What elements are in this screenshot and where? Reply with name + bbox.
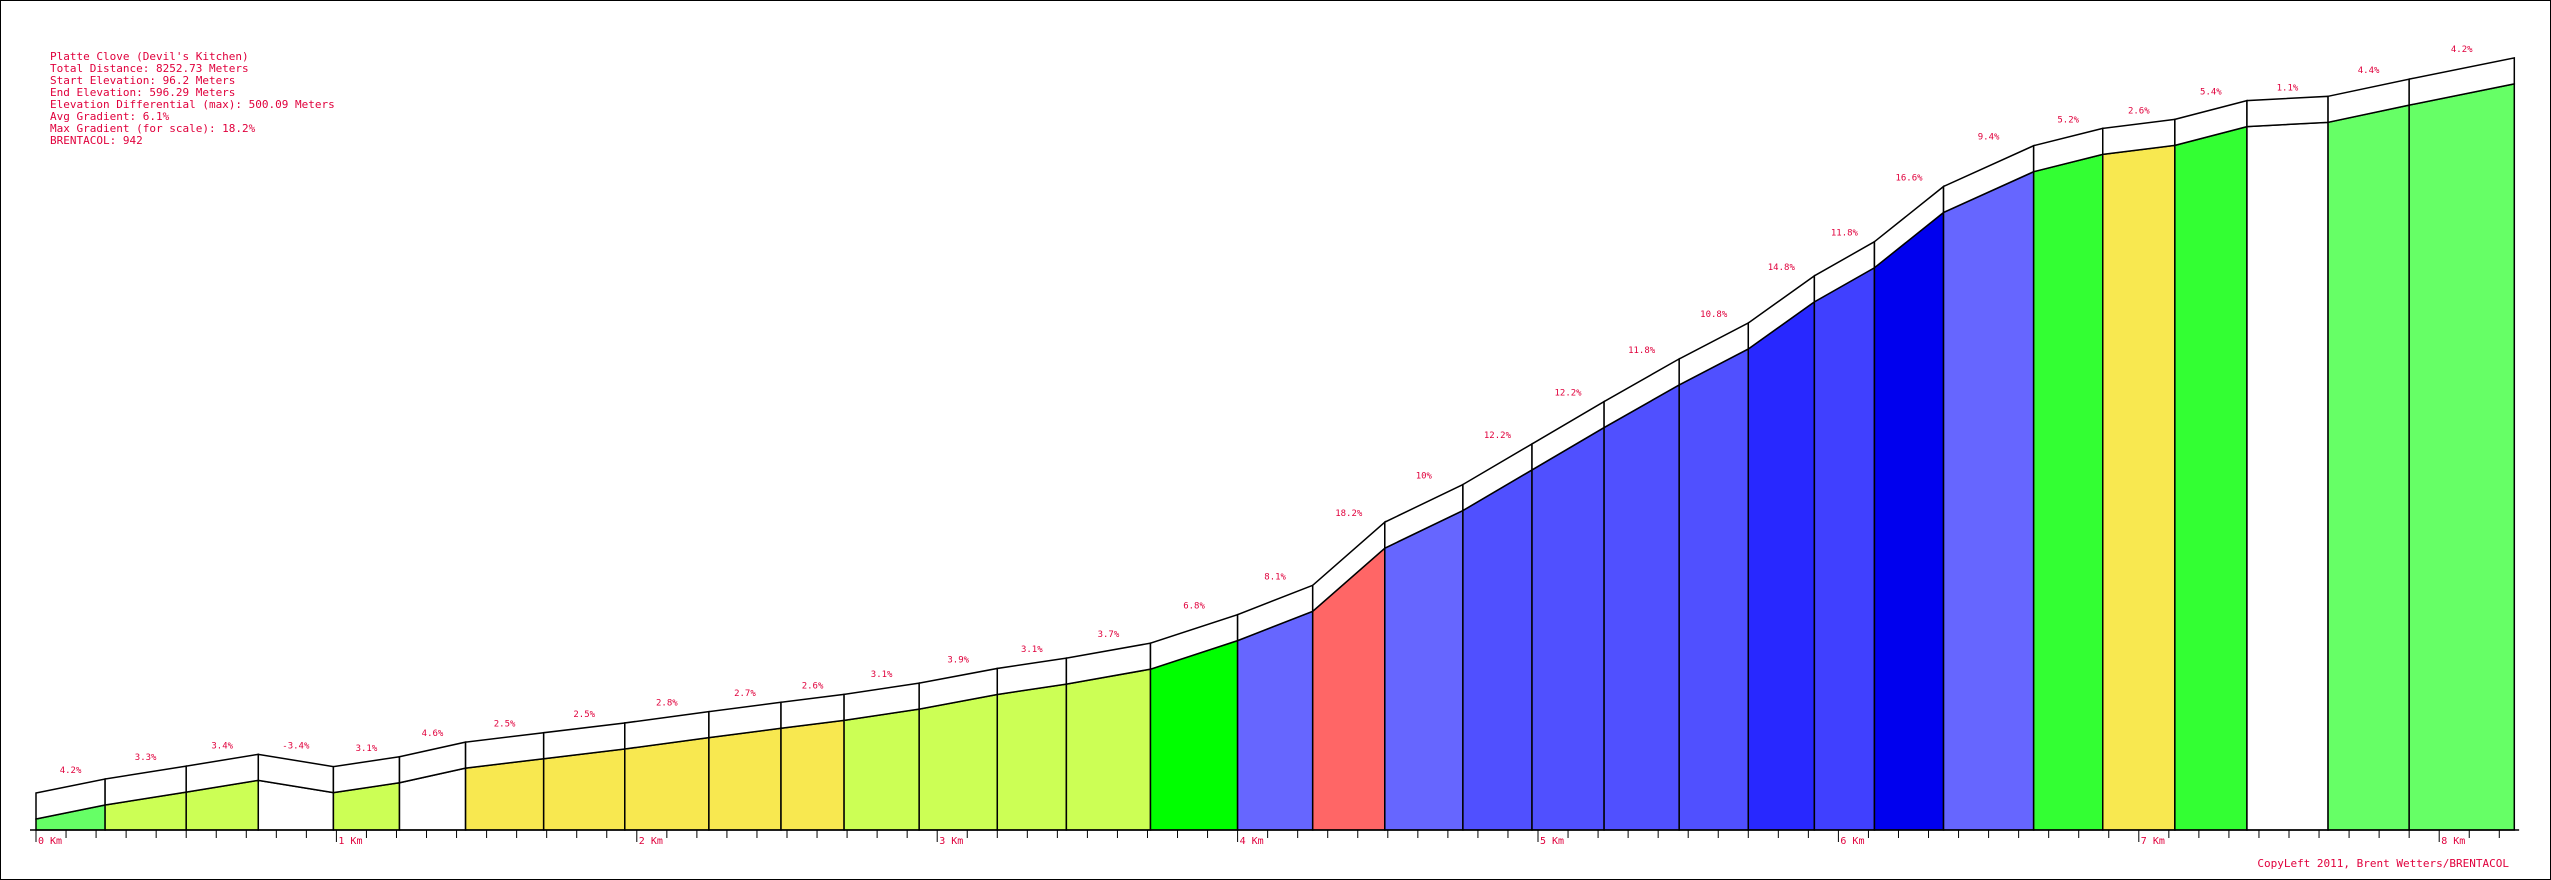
gradient-label: 18.2% bbox=[1335, 509, 1363, 519]
gradient-label: 9.4% bbox=[1978, 133, 2000, 143]
profile-segment bbox=[708, 727, 782, 831]
profile-segment bbox=[1531, 426, 1605, 831]
gradient-label: 11.8% bbox=[1628, 346, 1656, 356]
profile-segment bbox=[1236, 610, 1314, 831]
gradient-label: 12.2% bbox=[1554, 389, 1582, 399]
gradient-label: 4.4% bbox=[2358, 66, 2380, 76]
gradient-label: 10% bbox=[1416, 472, 1433, 482]
profile-segment bbox=[2327, 104, 2410, 831]
segment-top-band bbox=[2246, 95, 2329, 128]
x-tick-label: 6 Km bbox=[1840, 836, 1864, 847]
profile-segment bbox=[843, 708, 920, 831]
gradient-label: 12.2% bbox=[1484, 431, 1512, 441]
x-tick-label: 7 Km bbox=[2141, 836, 2165, 847]
gradient-label: 6.8% bbox=[1183, 602, 1205, 612]
gradient-label: 10.8% bbox=[1700, 310, 1728, 320]
profile-segment bbox=[996, 683, 1068, 831]
profile-segment bbox=[1384, 509, 1464, 831]
gradient-label: 2.6% bbox=[802, 681, 824, 691]
gradient-label: 11.8% bbox=[1831, 229, 1859, 239]
gradient-label: 1.1% bbox=[2277, 83, 2299, 93]
profile-segment bbox=[464, 757, 545, 831]
profile-segment bbox=[2102, 144, 2176, 831]
profile-segment bbox=[2246, 121, 2329, 831]
gradient-label: 3.7% bbox=[1098, 630, 1120, 640]
gradient-label: 8.1% bbox=[1264, 572, 1286, 582]
profile-segment bbox=[2174, 125, 2248, 831]
gradient-label: 16.6% bbox=[1895, 173, 1923, 183]
segment-top-band bbox=[2408, 56, 2516, 107]
x-tick-label: 3 Km bbox=[939, 836, 963, 847]
x-tick-label: 5 Km bbox=[1540, 836, 1564, 847]
profile-segment bbox=[1678, 347, 1750, 831]
copyleft-credit: CopyLeft 2011, Brent Wetters/BRENTACOL bbox=[2257, 857, 2509, 870]
gradient-label: 4.2% bbox=[2451, 45, 2473, 55]
x-tick-label: 2 Km bbox=[639, 836, 663, 847]
profile-segment bbox=[1065, 668, 1152, 831]
profile-segment bbox=[1149, 639, 1239, 831]
profile-segment bbox=[2408, 82, 2516, 831]
gradient-label: 4.2% bbox=[60, 766, 82, 776]
profile-segment bbox=[1942, 170, 2035, 831]
gradient-label: 14.8% bbox=[1768, 263, 1796, 273]
profile-segment bbox=[1873, 210, 1945, 831]
profile-segment bbox=[1603, 383, 1680, 831]
gradient-label: 3.9% bbox=[947, 655, 969, 665]
x-tick-label: 8 Km bbox=[2441, 836, 2465, 847]
gradient-label: 2.8% bbox=[656, 699, 678, 709]
gradient-label: 2.6% bbox=[2128, 106, 2150, 116]
profile-segment bbox=[624, 736, 710, 831]
x-tick-label: 1 Km bbox=[338, 836, 362, 847]
end-elevation: End Elevation: 596.29 Meters bbox=[50, 86, 236, 99]
profile-segment bbox=[1813, 266, 1876, 831]
gradient-label: 2.7% bbox=[734, 689, 756, 699]
elevation-differential: Elevation Differential (max): 500.09 Met… bbox=[50, 98, 335, 111]
gradient-label: -3.4% bbox=[282, 741, 310, 751]
profile-segment bbox=[918, 693, 999, 831]
brentacol-score: BRENTACOL: 942 bbox=[50, 134, 143, 147]
gradient-label: 5.4% bbox=[2200, 88, 2222, 98]
profile-segment bbox=[542, 748, 626, 831]
start-elevation: Start Elevation: 96.2 Meters bbox=[50, 74, 236, 87]
profile-segment bbox=[1462, 468, 1533, 831]
x-tick-label: 0 Km bbox=[38, 836, 62, 847]
profile-segment bbox=[2032, 153, 2104, 831]
gradient-label: 4.6% bbox=[422, 729, 444, 739]
x-tick-label: 4 Km bbox=[1240, 836, 1264, 847]
gradient-label: 2.5% bbox=[573, 710, 595, 720]
gradient-label: 3.1% bbox=[871, 670, 893, 680]
route-stats: Platte Clove (Devil's Kitchen) Total Dis… bbox=[50, 51, 335, 147]
gradient-label: 3.1% bbox=[356, 744, 378, 754]
avg-gradient: Avg Gradient: 6.1% bbox=[50, 110, 170, 123]
gradient-label: 3.3% bbox=[135, 753, 157, 763]
gradient-label: 2.5% bbox=[494, 720, 516, 730]
max-gradient: Max Gradient (for scale): 18.2% bbox=[50, 122, 256, 135]
profile-segment bbox=[780, 719, 845, 831]
gradient-label: 3.4% bbox=[211, 741, 233, 751]
gradient-label: 5.2% bbox=[2057, 115, 2079, 125]
gradient-label: 3.1% bbox=[1021, 645, 1043, 655]
route-title: Platte Clove (Devil's Kitchen) bbox=[50, 50, 249, 63]
total-distance: Total Distance: 8252.73 Meters bbox=[50, 62, 249, 75]
profile-segment bbox=[1747, 300, 1816, 831]
